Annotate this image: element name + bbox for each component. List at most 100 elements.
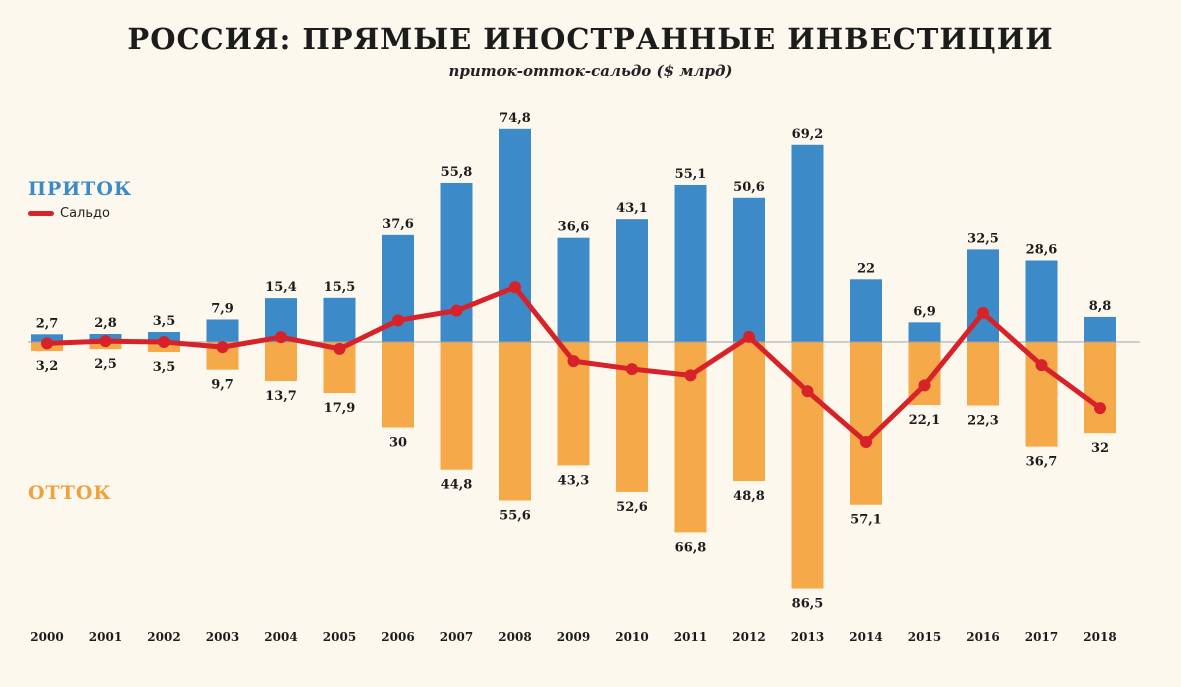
x-tick-label: 2018 xyxy=(1083,630,1116,644)
outflow-value-label: 43,3 xyxy=(558,473,590,488)
outflow-value-label: 2,5 xyxy=(94,357,117,372)
outflow-value-label: 48,8 xyxy=(733,489,765,504)
inflow-value-label: 22 xyxy=(857,261,875,276)
outflow-bar xyxy=(1084,342,1116,434)
inflow-value-label: 36,6 xyxy=(558,220,590,235)
chart-subtitle: приток-отток-сальдо ($ млрд) xyxy=(448,62,733,80)
outflow-value-label: 32 xyxy=(1091,441,1109,456)
outflow-value-label: 3,5 xyxy=(153,360,176,375)
x-tick-label: 2017 xyxy=(1025,630,1058,644)
inflow-value-label: 2,7 xyxy=(36,316,59,331)
legend-inflow: ПРИТОК xyxy=(28,178,133,200)
inflow-value-label: 55,8 xyxy=(441,165,473,180)
balance-point xyxy=(99,335,112,348)
outflow-value-label: 57,1 xyxy=(850,513,882,528)
balance-point xyxy=(567,355,580,368)
outflow-value-label: 36,7 xyxy=(1026,455,1058,470)
outflow-value-label: 13,7 xyxy=(265,389,297,404)
outflow-value-label: 44,8 xyxy=(441,478,473,493)
inflow-bar xyxy=(323,297,356,342)
balance-point xyxy=(918,379,931,392)
legend-balance-swatch xyxy=(28,211,54,216)
inflow-value-label: 15,5 xyxy=(324,280,356,295)
balance-point xyxy=(1094,402,1106,415)
x-tick-label: 2009 xyxy=(557,630,590,644)
outflow-value-label: 9,7 xyxy=(211,378,234,393)
outflow-bar xyxy=(265,342,297,382)
x-tick-label: 2002 xyxy=(147,630,180,644)
outflow-value-label: 52,6 xyxy=(616,500,648,515)
inflow-bar xyxy=(440,182,473,342)
inflow-value-label: 69,2 xyxy=(792,127,824,142)
inflow-bar xyxy=(499,128,531,342)
outflow-bar xyxy=(382,342,414,428)
balance-point xyxy=(743,330,755,343)
balance-point xyxy=(450,304,463,317)
x-tick-label: 2007 xyxy=(440,630,473,644)
balance-point xyxy=(626,363,638,376)
inflow-bar xyxy=(674,184,707,342)
outflow-value-label: 86,5 xyxy=(792,597,824,612)
x-tick-label: 2015 xyxy=(908,630,941,644)
x-tick-label: 2004 xyxy=(264,630,297,644)
outflow-bar xyxy=(850,342,882,505)
inflow-bar xyxy=(206,319,239,342)
x-tick-label: 2000 xyxy=(30,630,63,644)
balance-point xyxy=(333,342,346,355)
x-tick-label: 2003 xyxy=(206,630,239,644)
x-tick-label: 2001 xyxy=(89,630,122,644)
inflow-value-label: 3,5 xyxy=(153,314,176,329)
inflow-bar xyxy=(1025,260,1058,342)
balance-point xyxy=(41,337,53,350)
balance-point xyxy=(509,281,521,294)
balance-point xyxy=(684,369,697,382)
outflow-bar xyxy=(733,342,765,482)
inflow-value-label: 43,1 xyxy=(616,201,648,216)
x-tick-label: 2008 xyxy=(498,630,531,644)
legend-balance: Сальдо xyxy=(28,206,110,221)
balance-point xyxy=(977,306,989,319)
inflow-value-label: 55,1 xyxy=(675,167,707,182)
inflow-value-label: 7,9 xyxy=(211,301,234,316)
x-tick-label: 2014 xyxy=(849,630,882,644)
balance-point xyxy=(216,341,229,354)
inflow-bar xyxy=(850,279,882,342)
balance-point xyxy=(860,436,872,449)
inflow-bar xyxy=(557,237,590,342)
balance-point xyxy=(392,314,404,327)
inflow-bar xyxy=(616,219,648,342)
outflow-value-label: 66,8 xyxy=(675,540,707,555)
x-tick-label: 2012 xyxy=(732,630,765,644)
outflow-bar xyxy=(440,342,473,470)
inflow-bar xyxy=(908,322,941,342)
inflow-bar xyxy=(1084,316,1116,342)
outflow-value-label: 55,6 xyxy=(499,508,531,523)
outflow-value-label: 30 xyxy=(389,436,407,451)
x-tick-label: 2013 xyxy=(791,630,824,644)
legend-outflow: ОТТОК xyxy=(28,482,112,504)
balance-point xyxy=(1035,359,1048,372)
x-tick-label: 2005 xyxy=(323,630,356,644)
balance-point xyxy=(275,331,287,344)
inflow-value-label: 50,6 xyxy=(733,180,765,195)
chart-title: РОССИЯ: ПРЯМЫЕ ИНОСТРАННЫЕ ИНВЕСТИЦИИ xyxy=(127,22,1054,56)
outflow-bar xyxy=(967,342,999,406)
outflow-bar xyxy=(499,342,531,501)
outflow-value-label: 22,1 xyxy=(909,413,941,428)
x-tick-label: 2016 xyxy=(966,630,999,644)
inflow-value-label: 2,8 xyxy=(94,316,117,331)
inflow-bar xyxy=(791,144,824,342)
outflow-value-label: 22,3 xyxy=(967,414,999,429)
inflow-value-label: 37,6 xyxy=(382,217,414,232)
inflow-value-label: 28,6 xyxy=(1026,242,1058,257)
x-tick-label: 2006 xyxy=(381,630,414,644)
inflow-value-label: 8,8 xyxy=(1089,299,1112,314)
outflow-value-label: 3,2 xyxy=(36,359,59,374)
inflow-value-label: 32,5 xyxy=(967,231,999,246)
inflow-bar xyxy=(733,197,765,342)
x-tick-label: 2010 xyxy=(615,630,648,644)
inflow-value-label: 6,9 xyxy=(913,304,936,319)
x-tick-label: 2011 xyxy=(674,630,707,644)
